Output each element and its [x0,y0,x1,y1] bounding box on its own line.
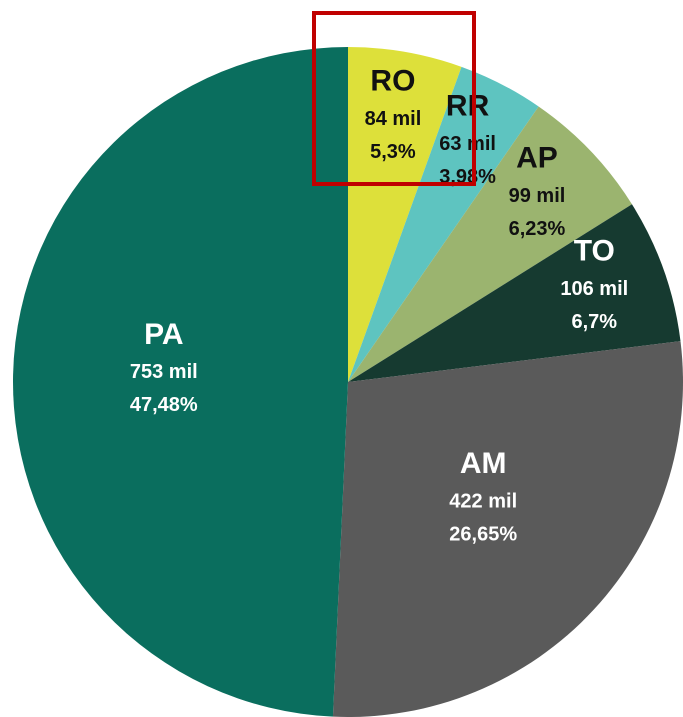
slice [348,204,681,382]
value-label: 5,3% [370,141,416,163]
value-label: 6,7% [571,311,617,333]
slice [348,106,632,382]
amount-label: 99 mil [509,185,566,207]
category-label: TO [574,235,615,268]
value-label: 26,65% [449,523,517,545]
slice [348,66,539,382]
category-label: AM [460,447,507,480]
category-label: RO [370,65,415,98]
amount-label: 422 mil [449,490,517,512]
slice [13,47,349,717]
category-label: AP [516,141,558,174]
highlight-box [312,11,476,186]
category-label: PA [144,318,183,351]
value-label: 6,23% [509,218,566,240]
slice [348,47,462,382]
category-label: RR [446,90,490,123]
amount-label: 84 mil [365,108,422,130]
amount-label: 106 mil [560,278,628,300]
value-label: 47,48% [130,394,198,416]
amount-label: 63 mil [439,133,496,155]
amount-label: 753 mil [130,361,198,383]
slice [332,341,683,717]
pie [13,47,683,717]
